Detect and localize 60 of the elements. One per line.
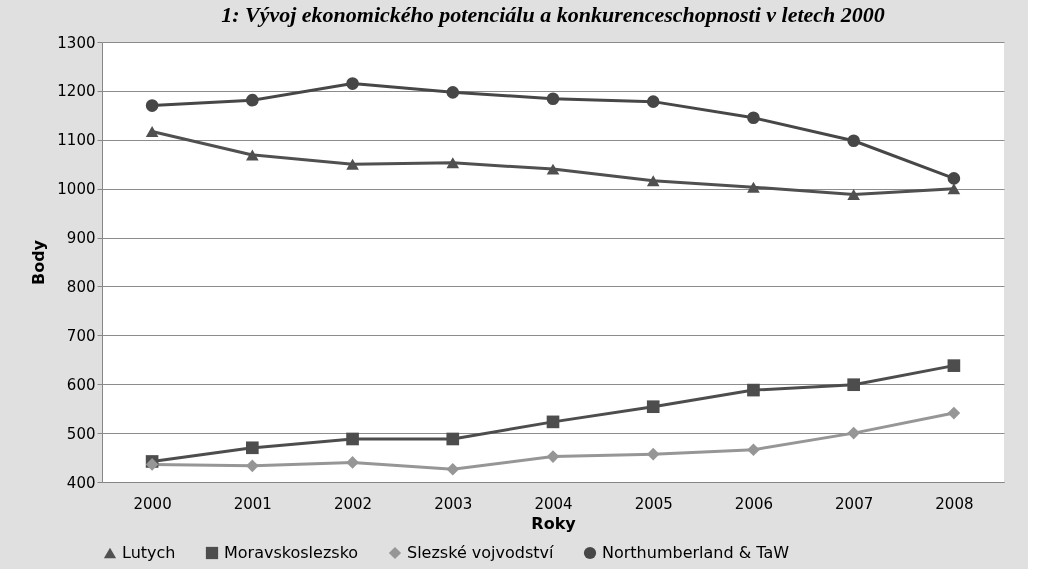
legend-label: Slezské vojvodství <box>407 543 554 562</box>
x-tick-label: 2000 <box>133 494 172 513</box>
x-tick-label: 2003 <box>434 494 473 513</box>
y-tick-label: 400 <box>66 473 96 492</box>
point <box>546 92 560 106</box>
point <box>747 181 760 193</box>
point <box>847 426 860 440</box>
y-tick-label: 500 <box>66 424 96 443</box>
point <box>145 99 159 112</box>
point <box>446 157 460 169</box>
y-tick-label: 700 <box>66 326 96 345</box>
x-tick-label: 2007 <box>835 494 874 513</box>
point <box>646 447 660 461</box>
point <box>346 456 359 469</box>
x-axis-title: Roky <box>531 513 577 533</box>
point <box>947 359 961 372</box>
point <box>646 400 660 414</box>
point <box>145 125 159 137</box>
y-tick-label: 900 <box>66 229 96 248</box>
point <box>546 450 560 463</box>
point <box>847 378 860 392</box>
x-tick-label: 2001 <box>233 494 272 513</box>
point <box>346 77 359 90</box>
legend-label: Lutych <box>122 543 176 562</box>
legend-label: Moravskoslezsko <box>224 543 359 562</box>
point <box>947 406 961 420</box>
point <box>947 183 961 195</box>
x-tick-label: 2005 <box>634 494 673 513</box>
point <box>747 111 760 125</box>
point <box>646 175 660 187</box>
legend-label: Northumberland & TaW <box>602 543 790 562</box>
point <box>747 443 760 457</box>
point <box>747 383 760 397</box>
y-axis-title: Body <box>29 239 49 286</box>
point <box>546 163 560 175</box>
point <box>246 459 259 473</box>
x-tick-label: 2008 <box>935 494 974 513</box>
point <box>847 134 860 148</box>
point <box>246 441 259 455</box>
point <box>346 432 359 446</box>
y-tick-label: 1000 <box>57 180 96 199</box>
point <box>947 172 961 185</box>
point <box>646 95 660 108</box>
x-tick-label: 2002 <box>333 494 373 513</box>
x-tick-label: 2004 <box>534 494 573 513</box>
point <box>847 189 860 201</box>
y-tick-label: 800 <box>66 277 96 296</box>
y-tick-label: 1200 <box>57 82 96 101</box>
point <box>446 86 460 99</box>
point <box>346 158 359 170</box>
y-tick-label: 600 <box>66 375 96 394</box>
y-tick-label: 1300 <box>57 33 96 52</box>
y-tick-label: 1100 <box>57 131 96 150</box>
point <box>446 432 460 446</box>
chart-title: 1: Vývoj ekonomického potenciálu a konkurenceschopnosti v letech 2000 <box>221 2 885 27</box>
point <box>546 415 560 429</box>
x-tick-label: 2006 <box>734 494 774 513</box>
point <box>246 93 259 107</box>
point <box>446 462 460 476</box>
point <box>246 149 259 161</box>
